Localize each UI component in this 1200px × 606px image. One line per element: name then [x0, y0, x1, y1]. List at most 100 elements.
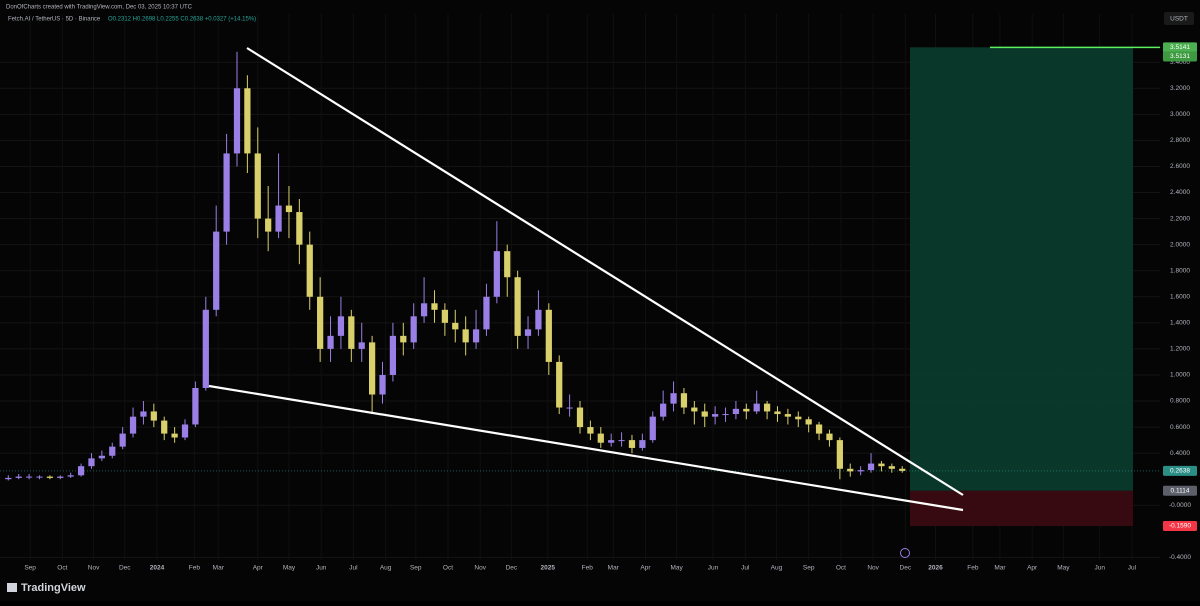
- currency-box[interactable]: [1164, 12, 1194, 25]
- x-tick-label: May: [1057, 565, 1070, 572]
- currency[interactable]: USDT: [1170, 16, 1188, 23]
- candle-body: [608, 440, 615, 443]
- x-tick-label: Feb: [582, 565, 594, 572]
- candle-body: [587, 427, 594, 434]
- y-tick-label: -0.4000: [1169, 554, 1191, 561]
- candle-body: [722, 414, 729, 416]
- candle-body: [535, 309, 542, 330]
- candle-body: [317, 296, 324, 349]
- x-tick-label: Jun: [1094, 565, 1105, 572]
- candle-body: [524, 329, 532, 336]
- candle-body: [265, 218, 272, 232]
- x-tick-label: Sep: [410, 565, 422, 572]
- candle-body: [5, 477, 12, 480]
- x-tick-label: Aug: [771, 565, 783, 572]
- price-label-box: [1163, 485, 1197, 496]
- candle-body: [462, 329, 469, 343]
- price-label: 3.5141: [1170, 44, 1190, 51]
- candle-body: [420, 303, 428, 317]
- candle-body: [753, 403, 760, 412]
- y-tick-label: 1.4000: [1170, 320, 1190, 327]
- candle-body: [732, 408, 740, 415]
- y-tick-label: 2.2000: [1170, 215, 1190, 222]
- candle-body: [400, 335, 407, 343]
- candle-body: [888, 466, 895, 469]
- profit-zone: [910, 47, 1133, 491]
- candle-body: [836, 440, 843, 469]
- candle-body: [410, 316, 417, 343]
- candle-body: [545, 309, 552, 362]
- candle-body: [368, 342, 376, 395]
- candle-body: [743, 408, 750, 412]
- candle-body: [275, 205, 282, 232]
- x-tick-label: 2025: [541, 565, 556, 572]
- price-label-box: [1163, 42, 1197, 53]
- candle-body: [618, 440, 625, 442]
- candle-body: [826, 433, 833, 441]
- price-label: 0.2638: [1170, 468, 1190, 475]
- trendline: [246, 47, 964, 496]
- price-label-box: [1163, 465, 1197, 476]
- x-tick-label: Feb: [967, 565, 979, 572]
- candle-body: [576, 407, 584, 428]
- candle-body: [77, 466, 85, 476]
- candle-body: [129, 416, 137, 434]
- x-tick-label: Feb: [189, 565, 201, 572]
- candle-body: [556, 361, 563, 408]
- candle-body: [628, 440, 636, 448]
- candle-body: [57, 476, 64, 478]
- candle-body: [88, 458, 95, 467]
- candle-body: [358, 342, 365, 349]
- candle-body: [15, 476, 22, 478]
- candle-body: [296, 212, 303, 245]
- brand: TradingView: [21, 582, 86, 594]
- x-tick-label: Jul: [1128, 565, 1137, 572]
- candle-body: [67, 475, 74, 477]
- candle-body: [223, 153, 230, 232]
- candle-body: [639, 440, 646, 448]
- x-tick-label: Mar: [213, 565, 225, 572]
- x-tick-label: Nov: [88, 565, 100, 572]
- y-tick-label: 1.6000: [1170, 293, 1190, 300]
- y-tick-label: 3.2000: [1170, 85, 1190, 92]
- candle-body: [202, 309, 209, 388]
- candle-body: [98, 455, 105, 459]
- attribution: DonOfCharts created with TradingView.com…: [6, 5, 193, 11]
- candle-body: [244, 88, 251, 154]
- x-tick-label: Oct: [57, 565, 67, 572]
- x-tick-label: 2026: [928, 565, 943, 572]
- candle-body: [181, 424, 189, 438]
- y-tick-label: 1.2000: [1170, 346, 1190, 353]
- y-tick-label: 2.6000: [1170, 163, 1190, 170]
- y-tick-label: 0.8000: [1170, 398, 1190, 405]
- candle-body: [763, 403, 771, 412]
- candle-body: [784, 414, 792, 417]
- price-label-box: [1163, 520, 1197, 531]
- event-icon[interactable]: [900, 548, 910, 558]
- candle-body: [192, 387, 199, 425]
- logo: TradingView: [7, 582, 86, 594]
- x-tick-label: Sep: [24, 565, 36, 572]
- candle-body: [213, 231, 220, 310]
- price-label: 3.5131: [1170, 53, 1190, 60]
- y-tick-label: 0.4000: [1170, 450, 1190, 457]
- y-tick-label: 1.0000: [1170, 372, 1190, 379]
- position-tool: [0, 46, 1160, 526]
- x-tick-label: Oct: [836, 565, 846, 572]
- x-tick-label: Aug: [380, 565, 392, 572]
- candle-body: [233, 88, 241, 154]
- x-tick-label: Jun: [316, 565, 327, 572]
- candle-body: [878, 463, 885, 467]
- price-label-box: [1163, 51, 1197, 62]
- y-tick-label: -0.0000: [1169, 502, 1191, 509]
- candle-body: [566, 407, 573, 409]
- x-tick-label: Apr: [640, 565, 651, 572]
- candle-body: [483, 296, 490, 330]
- y-tick-label: 1.8000: [1170, 267, 1190, 274]
- candle-body: [379, 374, 386, 395]
- candle-body: [514, 277, 521, 336]
- y-tick-label: 2.0000: [1170, 241, 1190, 248]
- candle-body: [441, 309, 448, 323]
- candle-body: [660, 403, 667, 417]
